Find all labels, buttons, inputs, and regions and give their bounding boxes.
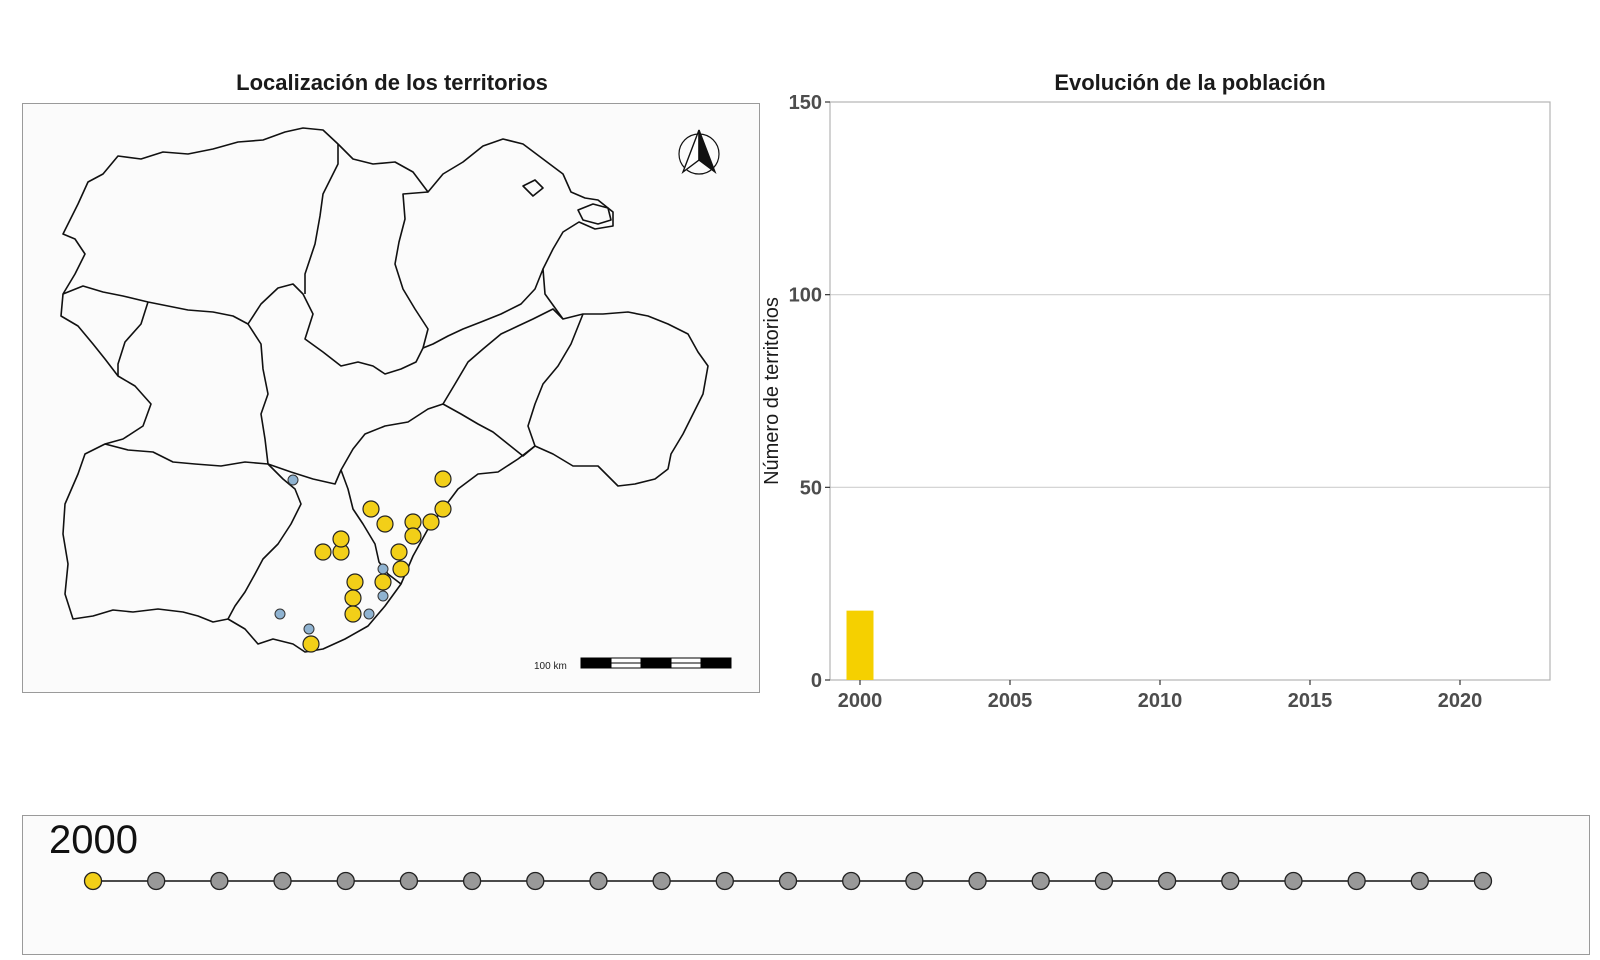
province-line — [227, 463, 302, 620]
timeline-step[interactable] — [1284, 871, 1303, 891]
occupied-territory-marker — [314, 543, 332, 561]
map-title: Localización de los territorios — [236, 70, 548, 95]
timeline-steps — [83, 871, 1493, 891]
chart-bars — [846, 610, 874, 680]
province-boundaries — [60, 127, 709, 653]
occupied-territory-marker — [344, 589, 362, 607]
x-tick-label: 2005 — [988, 690, 1033, 712]
timeline-track — [83, 871, 1493, 891]
timeline-step[interactable] — [842, 871, 861, 891]
x-tick-label: 2015 — [1288, 690, 1333, 712]
timeline-step[interactable] — [526, 871, 545, 891]
historic-territory-marker — [377, 563, 389, 575]
province-line — [104, 403, 536, 485]
occupied-territory-marker — [344, 605, 362, 623]
timeline-step[interactable] — [399, 871, 419, 891]
historic-territory-markers — [274, 474, 389, 635]
timeline-step[interactable] — [589, 871, 608, 891]
historic-territory-marker — [274, 608, 286, 620]
timeline-step-active[interactable] — [83, 871, 103, 891]
x-tick-label: 2020 — [1438, 690, 1483, 712]
timeline-step[interactable] — [336, 871, 355, 891]
historic-territory-marker — [303, 623, 315, 635]
occupied-territory-marker — [302, 635, 320, 653]
timeline-step[interactable] — [968, 871, 987, 891]
occupied-territory-marker — [376, 515, 394, 533]
y-tick-label: 50 — [800, 477, 822, 499]
occupied-territory-marker — [392, 560, 410, 578]
timeline-current-year: 2000 — [49, 818, 138, 862]
occupied-territory-marker — [390, 543, 408, 561]
x-tick-label: 2010 — [1138, 690, 1183, 712]
x-tick-label: 2000 — [838, 690, 883, 712]
timeline-step[interactable] — [652, 871, 671, 891]
timeline-step[interactable] — [1347, 871, 1366, 891]
province-line — [247, 323, 269, 465]
timeline-step[interactable] — [1410, 871, 1429, 891]
province-line — [422, 268, 544, 349]
occupied-territory-marker — [404, 527, 422, 545]
timeline-step[interactable] — [715, 871, 734, 891]
historic-territory-marker — [377, 590, 389, 602]
timeline-step[interactable] — [905, 871, 924, 891]
timeline-step[interactable] — [210, 871, 229, 891]
population-chart: 0 50 100 150 2000 2005 2010 2015 2020 Número de… — [761, 92, 1551, 712]
scale-bar-label: 100 km — [534, 661, 567, 672]
historic-territory-marker — [363, 608, 375, 620]
x-axis-ticks: 2000 2005 2010 2015 2020 — [838, 680, 1483, 712]
enclave — [577, 203, 612, 225]
province-line — [117, 301, 149, 376]
timeline-step[interactable] — [1221, 871, 1240, 891]
scale-bar — [580, 657, 732, 669]
timeline-step[interactable] — [462, 871, 482, 891]
occupied-territory-marker — [434, 470, 452, 488]
province-line — [62, 191, 429, 375]
timeline-step[interactable] — [1473, 871, 1493, 891]
enclave — [522, 179, 544, 197]
plot-frame — [829, 101, 1551, 681]
y-tick-label: 0 — [811, 670, 822, 692]
occupied-territory-marker — [362, 500, 380, 518]
y-axis-label: Número de territorios — [761, 297, 783, 485]
occupied-territory-marker — [346, 573, 364, 591]
historic-territory-marker — [287, 474, 299, 486]
chart-title: Evolución de la población — [1054, 70, 1326, 95]
occupied-territory-marker — [422, 513, 440, 531]
occupied-territory-markers — [302, 470, 452, 653]
map-panel: 100 km — [22, 103, 760, 693]
region-map: 100 km — [60, 127, 732, 672]
province-line — [442, 308, 564, 405]
timeline-step[interactable] — [273, 871, 292, 891]
occupied-territory-marker — [434, 500, 452, 518]
timeline-step[interactable] — [778, 871, 798, 891]
timeline-panel: 2000 — [22, 815, 1590, 955]
timeline-step[interactable] — [1094, 871, 1114, 891]
chart-gridlines — [830, 294, 1550, 488]
occupied-territory-marker — [374, 573, 392, 591]
province-line — [304, 144, 339, 294]
north-arrow-icon — [678, 129, 720, 175]
timeline-step[interactable] — [1031, 871, 1050, 891]
y-tick-label: 100 — [789, 285, 822, 307]
timeline-step[interactable] — [147, 871, 166, 891]
y-axis-ticks: 0 50 100 150 — [789, 92, 830, 692]
occupied-territory-marker — [332, 530, 350, 548]
y-tick-label: 150 — [789, 92, 822, 114]
bar-2000 — [846, 610, 874, 680]
timeline-step[interactable] — [1157, 871, 1177, 891]
region-outline — [60, 127, 709, 653]
province-line — [527, 313, 584, 447]
